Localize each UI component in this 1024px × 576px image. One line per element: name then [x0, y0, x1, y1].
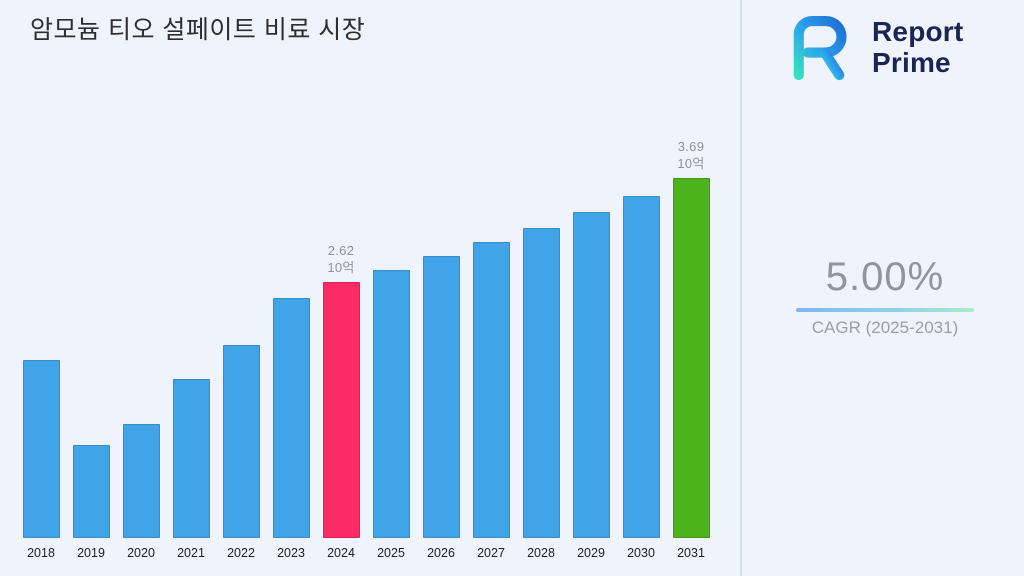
bar-2019	[72, 445, 110, 538]
bar-column-2020: 2020	[116, 113, 166, 568]
bar-2022	[222, 345, 260, 538]
bar-annotation-2024: 2.62 10억	[327, 243, 355, 276]
bar-column-2019: 2019	[66, 113, 116, 568]
brand-name-line1: Report	[872, 16, 964, 48]
bar-2023	[272, 298, 310, 538]
brand-name-line2: Prime	[872, 47, 951, 78]
bar-2030	[622, 196, 660, 538]
bar-annotation-2031: 3.69 10억	[677, 139, 705, 172]
cagr-underline	[796, 308, 974, 312]
bar-2025	[372, 270, 410, 538]
x-axis-label-2019: 2019	[77, 546, 105, 560]
bar-2018	[22, 360, 60, 538]
bar-column-2024: 2.62 10억 2024	[316, 113, 366, 568]
x-axis-label-2027: 2027	[477, 546, 505, 560]
bar-column-2028: 2028	[516, 113, 566, 568]
x-axis-label-2018: 2018	[27, 546, 55, 560]
x-axis-label-2024: 2024	[327, 546, 355, 560]
bar-column-2030: 2030	[616, 113, 666, 568]
x-axis-label-2030: 2030	[627, 546, 655, 560]
cagr-value: 5.00%	[825, 255, 945, 299]
bar-column-2027: 2027	[466, 113, 516, 568]
bar-column-2023: 2023	[266, 113, 316, 568]
x-axis-label-2020: 2020	[127, 546, 155, 560]
vertical-divider	[740, 0, 742, 576]
brand-name: Report Prime	[872, 16, 964, 79]
brand-block: Report Prime	[778, 12, 963, 84]
bar-2031	[672, 178, 710, 538]
x-axis-label-2022: 2022	[227, 546, 255, 560]
bar-2027	[472, 242, 510, 538]
bar-column-2021: 2021	[166, 113, 216, 568]
bar-column-2026: 2026	[416, 113, 466, 568]
x-axis-label-2029: 2029	[577, 546, 605, 560]
bar-column-2029: 2029	[566, 113, 616, 568]
bar-chart: 2018 2019 2020 2021 2022 2023 2.62 10억 2024 2025 2…	[16, 113, 716, 568]
bar-2026	[422, 256, 460, 538]
x-axis-label-2021: 2021	[177, 546, 205, 560]
cagr-label: CAGR (2025-2031)	[811, 318, 959, 337]
bar-2021	[172, 379, 210, 538]
report-prime-logo-icon	[793, 15, 847, 81]
cagr-panel: 5.00% CAGR (2025-2031)	[790, 255, 980, 338]
bar-column-2025: 2025	[366, 113, 416, 568]
bar-2029	[572, 212, 610, 538]
bar-column-2022: 2022	[216, 113, 266, 568]
x-axis-label-2025: 2025	[377, 546, 405, 560]
page-title: 암모늄 티오 설페이트 비료 시장	[30, 16, 366, 44]
x-axis-label-2026: 2026	[427, 546, 455, 560]
bar-2024	[322, 282, 360, 538]
bar-2028	[522, 228, 560, 538]
bar-column-2031: 3.69 10억 2031	[666, 113, 716, 568]
bar-2020	[122, 424, 160, 538]
x-axis-label-2023: 2023	[277, 546, 305, 560]
bar-column-2018: 2018	[16, 113, 66, 568]
x-axis-label-2031: 2031	[677, 546, 705, 560]
x-axis-label-2028: 2028	[527, 546, 555, 560]
